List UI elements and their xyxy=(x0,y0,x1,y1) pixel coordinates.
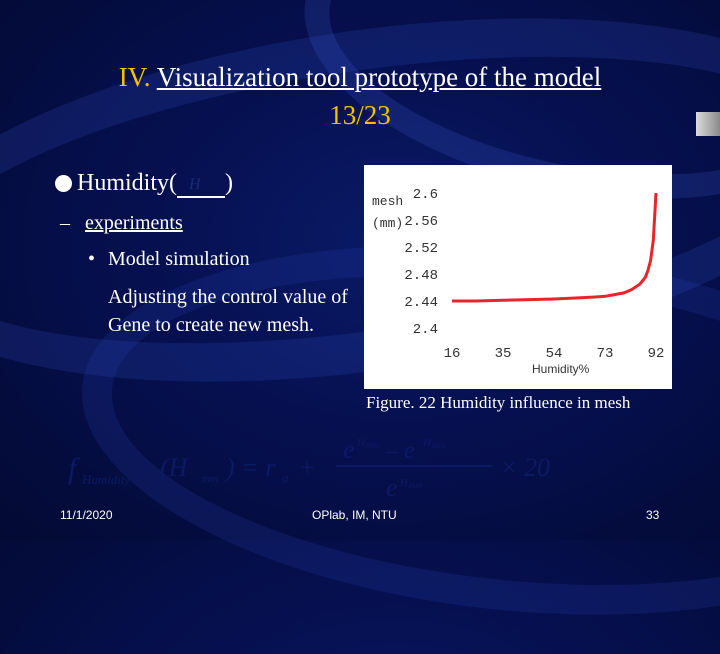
series-line xyxy=(452,192,658,303)
title-page-number: 13/23 xyxy=(329,100,391,130)
x-tick-label: 92 xyxy=(648,346,665,362)
ylabel-line1: mesh xyxy=(372,194,403,209)
y-tick-label: 2.44 xyxy=(404,295,438,311)
svg-text:– e: – e xyxy=(385,438,415,464)
y-tick-label: 2.52 xyxy=(404,241,438,257)
bullet-humidity-label: Humidity( xyxy=(77,170,177,196)
x-tick-label: 54 xyxy=(546,346,563,362)
svg-text:) = r: ) = r xyxy=(224,453,276,482)
ylabel-line2: (mm) xyxy=(372,216,403,231)
bullet-humidity-close: ) xyxy=(225,170,233,196)
bullet-dot-icon xyxy=(55,175,72,192)
figure-caption: Figure. 22 Humidity influence in mesh xyxy=(366,393,631,412)
bullet-humidity: Humidity( H ) xyxy=(55,170,233,198)
paragraph-text: Adjusting the control value of Gene to c… xyxy=(108,286,348,336)
decorative-block xyxy=(696,112,720,136)
x-tick-label: 16 xyxy=(444,346,461,362)
y-tick-label: 2.6 xyxy=(413,187,438,203)
x-tick-label: 35 xyxy=(495,346,512,362)
y-tick-label: 2.56 xyxy=(404,214,438,230)
chart-svg: mesh (mm) 2.6 2.56 2.52 2.48 2.44 2.4 16 35 54 7… xyxy=(372,187,665,376)
svg-text:× 20: × 20 xyxy=(500,453,550,482)
footer-page-number: 33 xyxy=(646,508,660,522)
svg-text:H: H xyxy=(356,437,366,449)
title-numeral: IV. xyxy=(118,62,151,92)
experiments-text: experiments xyxy=(85,212,183,234)
bullet-marker: • xyxy=(88,248,96,270)
model-simulation-text: Model simulation xyxy=(108,248,250,270)
formula-image: f Humidity (H mm ) = r a + e H mm – e H … xyxy=(68,428,568,502)
dash-marker: – xyxy=(60,212,70,234)
humidity-chart: mesh (mm) 2.6 2.56 2.52 2.48 2.44 2.4 16 35 54 7… xyxy=(364,165,672,389)
slide-title: IV. Visualization tool prototype of the … xyxy=(0,60,720,94)
formula-svg: f Humidity (H mm ) = r a + e H mm – e H … xyxy=(68,435,550,502)
humidity-symbol: H xyxy=(177,174,225,198)
x-tick-label: 73 xyxy=(597,346,614,362)
sub-bullet-model-simulation: • Model simulation xyxy=(88,248,250,271)
svg-text:e: e xyxy=(343,435,355,464)
svg-text:f: f xyxy=(68,452,80,485)
footer-org: OPlab, IM, NTU xyxy=(312,508,397,522)
svg-text:mm: mm xyxy=(409,480,422,490)
svg-text:a: a xyxy=(282,470,289,485)
xlabel: Humidity% xyxy=(532,362,590,376)
footer-date: 11/1/2020 xyxy=(60,508,113,522)
y-tick-label: 2.48 xyxy=(404,268,438,284)
svg-text:H: H xyxy=(399,477,409,489)
y-tick-label: 2.4 xyxy=(413,322,438,338)
svg-text:H: H xyxy=(422,437,432,449)
title-text: Visualization tool prototype of the mode… xyxy=(156,62,602,92)
svg-text:Humidity: Humidity xyxy=(81,472,131,487)
svg-text:(H: (H xyxy=(160,453,189,482)
svg-text:e: e xyxy=(386,473,398,498)
svg-text:min: min xyxy=(432,440,446,450)
svg-text:+: + xyxy=(298,453,316,482)
svg-text:mm: mm xyxy=(202,473,218,485)
sub-bullet-experiments: – experiments xyxy=(60,212,183,235)
svg-text:mm: mm xyxy=(366,440,379,450)
